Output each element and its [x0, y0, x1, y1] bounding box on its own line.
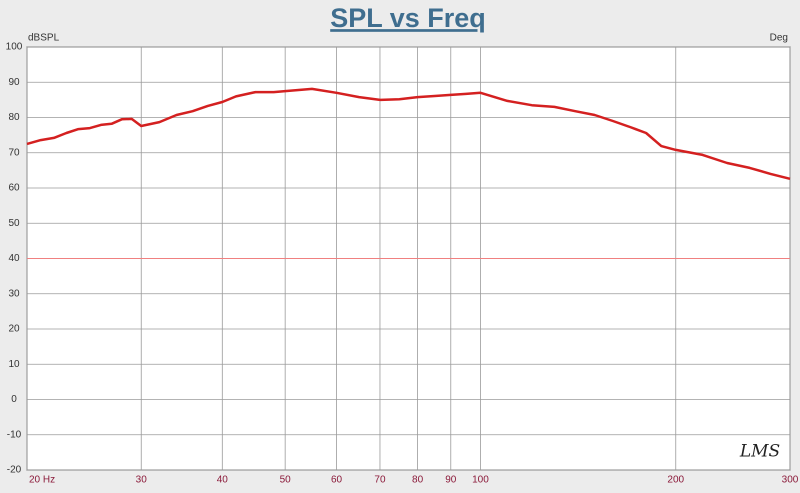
y-tick-label: 0 [11, 394, 17, 405]
y-tick-label: 50 [8, 218, 20, 229]
y-tick-label: 90 [8, 77, 20, 88]
y-tick-label: 100 [6, 42, 23, 53]
x-tick-label: 60 [331, 475, 343, 486]
x-tick-label: 30 [136, 475, 148, 486]
y-tick-label: 40 [8, 253, 20, 264]
y2-axis-label: Deg [770, 33, 788, 44]
chart-title: SPL vs Freq [330, 3, 486, 33]
x-tick-label: 50 [280, 475, 292, 486]
y-tick-label: 20 [8, 324, 20, 335]
x-tick-label: 100 [472, 475, 489, 486]
x-tick-label: 200 [667, 475, 684, 486]
x-tick-label: 90 [445, 475, 457, 486]
y-axis-label: dBSPL [28, 33, 60, 44]
y-tick-label: 30 [8, 288, 20, 299]
data-line [26, 87, 791, 181]
y-tick-label: 80 [8, 112, 20, 123]
y-tick-label: 10 [8, 359, 20, 370]
y-tick-label: 70 [8, 147, 20, 158]
watermark: LMS [739, 442, 780, 462]
y-tick-label: -20 [7, 465, 22, 476]
x-tick-label: 80 [412, 475, 424, 486]
x-tick-label: 70 [374, 475, 386, 486]
y-tick-label: 60 [8, 183, 20, 194]
x-tick-label: 40 [217, 475, 229, 486]
x-tick-label: 20 Hz [29, 475, 55, 486]
x-tick-label: 300 [782, 475, 799, 486]
y-tick-label: -10 [7, 429, 22, 440]
